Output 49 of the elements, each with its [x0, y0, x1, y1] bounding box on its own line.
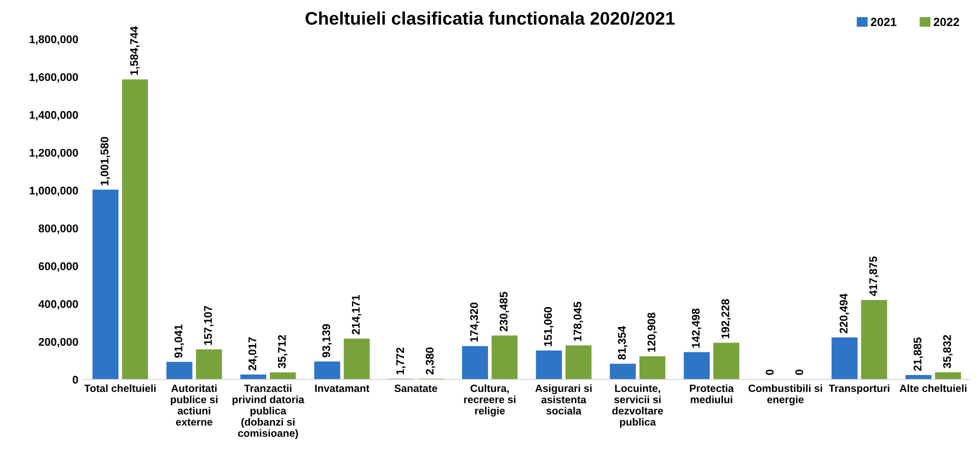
data-label: 174,320	[470, 302, 480, 342]
data-label: 417,875	[869, 256, 879, 296]
y-tick-label: 1,800,000	[30, 35, 78, 45]
legend-label: 2022	[934, 18, 960, 26]
data-label: 0	[795, 370, 804, 375]
x-tick-label: Locuinte, servicii si dezvoltare publica	[612, 384, 664, 428]
data-label: 93,139	[322, 324, 332, 358]
legend-label: 2021	[870, 18, 896, 26]
data-label: 230,485	[500, 292, 510, 332]
x-tick-label: Transporturi	[828, 384, 890, 394]
data-label: 35,712	[278, 335, 288, 368]
data-label: 1,001,580	[100, 136, 110, 186]
y-tick-label: 1,000,000	[30, 186, 78, 196]
data-label: 2,380	[426, 348, 436, 374]
x-tick-label: Invatamant	[315, 384, 370, 392]
data-label: 151,060	[544, 307, 554, 346]
data-label: 157,107	[204, 306, 214, 345]
data-label: 120,908	[648, 312, 657, 352]
data-label: 142,498	[692, 308, 702, 348]
chart-title: Cheltuieli clasificatia functionala 2020/2021	[306, 12, 675, 25]
x-tick-label: Cultura, recreere si religie	[464, 384, 516, 417]
data-label: 91,041	[174, 324, 184, 358]
data-label: 220,494	[840, 294, 850, 334]
x-tick-label: Combustibili si energie	[748, 384, 822, 406]
x-tick-label: Protectia mediului	[690, 384, 734, 404]
data-label: 1,584,744	[130, 26, 140, 75]
data-label: 192,228	[721, 299, 731, 338]
y-tick-label: 800,000	[38, 224, 78, 234]
x-tick-label: Autoritati publice si actiuni externe	[170, 384, 218, 426]
y-tick-label: 1,400,000	[30, 111, 78, 120]
data-label: 178,045	[574, 302, 584, 341]
x-tick-label: Sanatate	[394, 384, 438, 392]
x-tick-label: Total cheltuieli	[84, 384, 156, 392]
data-label: 35,832	[943, 335, 953, 368]
y-tick-label: 0	[72, 376, 78, 384]
x-tick-label: Asigurari si asistenta sociala	[535, 384, 592, 414]
x-tick-label: Tranzactii privind datoria publica (dobanzi si comisioane)	[232, 384, 304, 439]
data-label: 81,354	[618, 326, 628, 360]
data-label: 24,017	[248, 337, 258, 370]
y-tick-label: 1,600,000	[30, 73, 78, 83]
y-tick-label: 600,000	[38, 262, 78, 272]
x-tick-label: Alte cheltuieli	[900, 384, 966, 392]
data-label: 214,171	[352, 294, 362, 334]
y-tick-label: 1,200,000	[30, 148, 78, 158]
data-label: 0	[766, 370, 774, 375]
y-tick-label: 200,000	[38, 338, 78, 348]
data-label: 21,885	[914, 338, 924, 371]
data-label: 1,772	[396, 348, 406, 374]
y-tick-label: 400,000	[38, 300, 78, 310]
